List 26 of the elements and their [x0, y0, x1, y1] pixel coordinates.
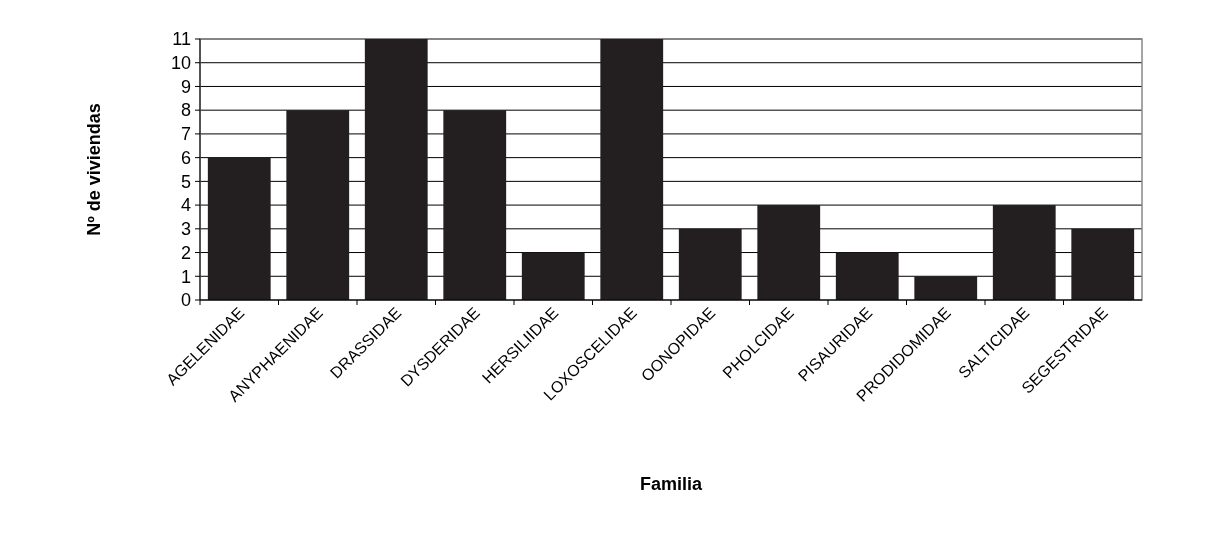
y-tick-label: 8 — [180, 100, 191, 121]
bar — [286, 110, 350, 300]
y-tick-label: 3 — [180, 219, 191, 240]
bar — [678, 228, 742, 300]
y-axis-title: Nº de viviendas — [84, 103, 104, 236]
y-tick-label: 5 — [180, 171, 191, 192]
bar — [835, 252, 899, 300]
bar — [600, 39, 664, 300]
bar — [757, 205, 821, 300]
bar — [914, 276, 978, 300]
y-tick-label: 0 — [180, 290, 191, 311]
y-tick-label: 2 — [180, 242, 191, 263]
bar — [443, 110, 507, 300]
y-tick-label: 9 — [180, 76, 191, 97]
x-axis-title: Familia — [639, 474, 703, 494]
bar — [992, 205, 1056, 300]
y-tick-label: 11 — [172, 29, 191, 50]
bar — [521, 252, 585, 300]
y-tick-label: 4 — [180, 195, 191, 216]
y-tick-label: 10 — [170, 53, 191, 74]
y-tick-label: 7 — [180, 124, 191, 145]
y-tick-label: 6 — [180, 147, 191, 168]
bar — [207, 157, 271, 300]
bar — [364, 39, 428, 300]
bar — [1071, 228, 1135, 300]
y-tick-label: 1 — [180, 266, 191, 287]
